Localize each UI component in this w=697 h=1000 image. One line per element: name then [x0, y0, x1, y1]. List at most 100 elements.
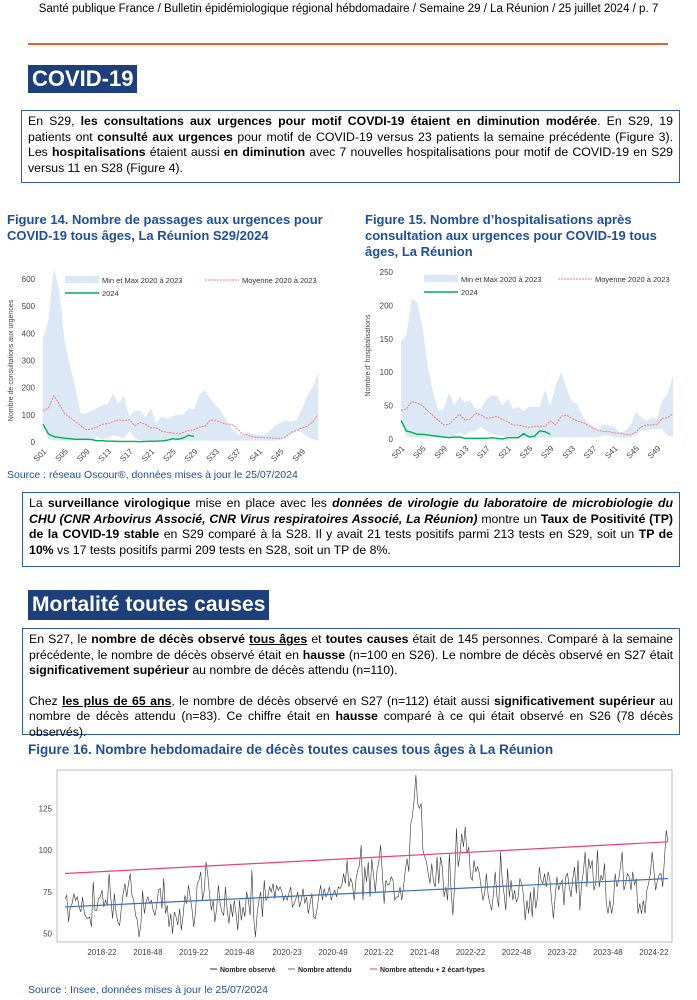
y-axis-label: Nombre d' hospitalisations [365, 314, 372, 396]
emphasis-text: consulté aux urgences [97, 129, 233, 144]
emphasis-text: surveillance virologique [47, 496, 191, 510]
figure-14-title: Figure 14. Nombre de passages aux urgenc… [7, 212, 323, 243]
legend-label: 2024 [461, 288, 478, 297]
mean-line [42, 394, 319, 439]
text-run: , le nombre de décès observé en S27 (n=1… [171, 693, 494, 708]
upper-threshold-line [64, 841, 669, 875]
x-tick-label: S17 [118, 447, 135, 464]
emphasis-text: les consultations aux urgences pour moti… [80, 114, 598, 128]
text-run: avec 7 nouvelles hospitalisations pour m… [28, 145, 674, 175]
text-run: comparé à ce qui était observé en S26 (7… [29, 709, 673, 739]
line-2024 [400, 419, 551, 440]
text-run: au nombre de décès attendu (n=110). [188, 663, 398, 677]
x-tick-label: S25 [161, 447, 178, 464]
x-tick-label: S49 [291, 447, 308, 464]
text-run: En S29, [28, 114, 81, 128]
x-tick-label: S33 [205, 447, 222, 464]
x-tick-label: 2023-48 [593, 948, 623, 957]
x-tick-label: 2019-22 [179, 948, 209, 957]
page-header: Santé publique France / Bulletin épidémi… [38, 3, 659, 15]
header-divider [28, 43, 668, 45]
x-tick-label: S05 [54, 447, 71, 464]
x-tick-label: S45 [625, 444, 642, 461]
y-tick-label: 125 [39, 804, 53, 813]
x-tick-label: S09 [75, 447, 92, 464]
legend-label: Nombre attendu + 2 écart-types [380, 967, 485, 974]
y-tick-label: 50 [43, 930, 52, 939]
y-tick-label: 0 [31, 438, 36, 447]
x-tick-label: S33 [561, 444, 578, 461]
covid-summary-box: En S29, les consultations aux urgences p… [21, 110, 680, 183]
emphasis-text: hospitalisations [52, 145, 146, 159]
y-tick-label: 150 [380, 335, 394, 344]
text-run: En S27, le [29, 632, 92, 646]
x-tick-label: 2021-22 [364, 948, 394, 957]
expected-deaths-line [64, 877, 669, 908]
min-max-band [401, 298, 673, 438]
legend-label: Min et Max 2020 à 2023 [102, 276, 182, 285]
x-tick-label: 2018-48 [133, 948, 163, 957]
x-tick-label: S37 [582, 444, 599, 461]
figure-16-chart: 50 75 100 125 2018-22 2018-48 2019-22 2019-48 20… [39, 769, 673, 974]
text-run: et [307, 632, 326, 646]
x-tick-label: S29 [183, 447, 200, 464]
legend-label: Min et Max 2020 à 2023 [461, 275, 541, 284]
x-tick-label: 2020-23 [272, 948, 302, 957]
mortality-summary-box: En S27, le nombre de décès observé tous … [22, 628, 680, 739]
y-tick-label: 0 [389, 435, 394, 444]
legend-label: Moyenne 2020 à 2023 [242, 276, 317, 285]
section-title-mortality: Mortalité toutes causes [28, 590, 270, 620]
covid-summary-text: En S29, les consultations aux urgences p… [28, 114, 673, 176]
x-tick-label: S49 [646, 444, 663, 461]
source-insee: Source : Insee, données mises à jour le … [28, 984, 268, 996]
x-tick-label: S41 [603, 444, 620, 461]
section-title-covid: COVID-19 [28, 65, 138, 93]
x-tick-label: S41 [248, 447, 265, 464]
y-tick-label: 400 [22, 329, 36, 338]
x-tick-label: S37 [226, 447, 243, 464]
x-tick-label: 2023-22 [548, 948, 578, 957]
text-run: mise en place avec les [190, 496, 333, 510]
text-run: étaient aussi [145, 145, 224, 159]
x-tick-label: S13 [97, 447, 114, 464]
text-run: Chez [29, 693, 63, 708]
y-tick-label: 300 [22, 357, 36, 366]
y-tick-label: 500 [22, 302, 36, 311]
x-tick-label: S45 [269, 447, 286, 464]
emphasis-text: hausse [335, 709, 378, 723]
line-2024 [42, 423, 195, 443]
y-tick-label: 200 [380, 301, 394, 310]
y-tick-label: 100 [380, 368, 394, 377]
text-run: . En S29, 19 patients ont [28, 114, 673, 144]
legend-label: 2024 [102, 289, 119, 298]
legend-label: Nombre attendu [298, 967, 352, 974]
emphasis-text: hausse [302, 647, 346, 662]
x-tick-label: 2021-48 [410, 948, 440, 957]
legend-label: Nombre observé [220, 967, 275, 974]
mean-line [400, 401, 674, 436]
emphasis-text: nombre de décès observé [91, 632, 250, 646]
text-run: pour motif de COVID-19 versus 23 patient… [28, 129, 673, 160]
paragraph: En S27, le nombre de décès observé tous … [29, 632, 673, 679]
x-tick-label: S21 [140, 447, 157, 464]
plot-frame [56, 769, 673, 943]
x-tick-label: 2020-49 [318, 948, 348, 957]
virology-box: La surveillance virologique mise en plac… [22, 492, 680, 567]
figure-15-chart: 0 50 100 150 200 250 Nombre d' hospitalisation… [365, 268, 674, 461]
text-run: était de 145 personnes. Comparé à la sem… [29, 632, 673, 662]
legend-label: Moyenne 2020 à 2023 [595, 275, 670, 284]
paragraph: La surveillance virologique mise en plac… [29, 496, 673, 558]
x-tick-label: S01 [32, 447, 49, 464]
x-tick-label: 2022-22 [456, 948, 486, 957]
figure-14-chart: 0 100 200 300 400 500 600 Nombre de consultatio… [8, 268, 319, 464]
legend-band-swatch [65, 276, 99, 283]
virology-text: La surveillance virologique mise en plac… [29, 496, 673, 558]
text-run: (n=100 en S26). Le nombre de décès obser… [345, 647, 673, 662]
y-tick-label: 100 [39, 846, 53, 855]
emphasis-text: données de virologie du laboratoire de m… [29, 496, 673, 526]
x-tick-label: 2018-22 [87, 948, 117, 957]
emphasis-text: les plus de 65 ans [62, 693, 172, 708]
x-tick-label: S17 [475, 444, 492, 461]
emphasis-text: significativement supérieur [493, 693, 655, 708]
mortality-summary-text: En S27, le nombre de décès observé tous … [29, 632, 673, 740]
